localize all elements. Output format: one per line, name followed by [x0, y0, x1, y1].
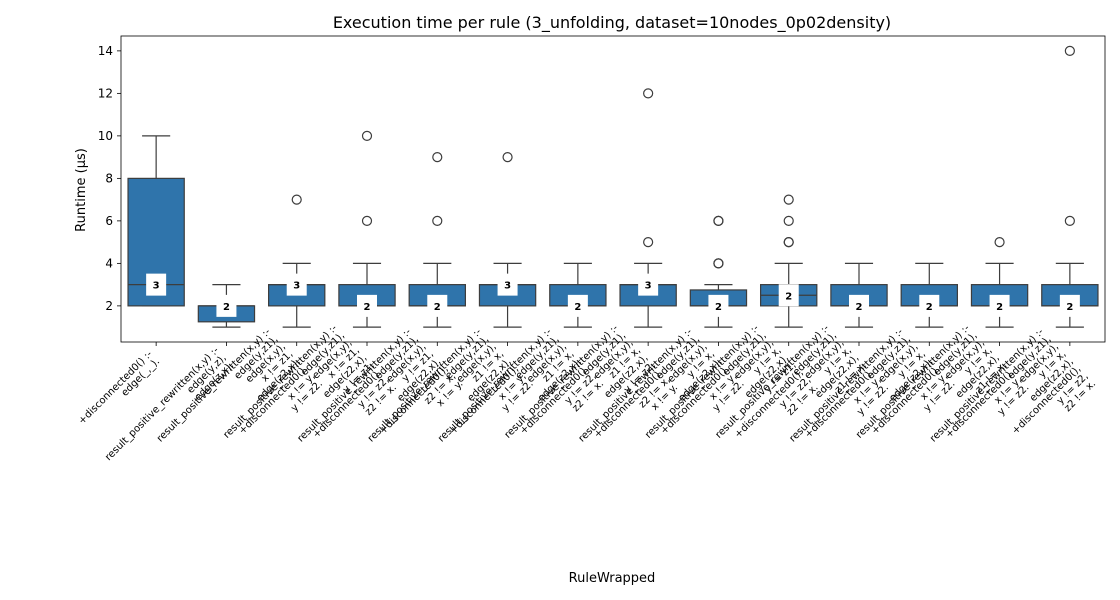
median-label: 2: [223, 302, 230, 313]
outlier-point: [643, 88, 654, 99]
median-label-bg: [778, 284, 799, 307]
median-label-bg: [567, 294, 588, 317]
outlier-point: [361, 130, 373, 141]
median-label-bg: [497, 273, 518, 296]
y-tick-label: 10: [98, 129, 113, 143]
median-label: 3: [293, 281, 300, 292]
box-group: 2: [689, 215, 748, 328]
median-label-bg: [849, 294, 869, 317]
median-label: 2: [434, 302, 441, 313]
box-group: 3: [478, 152, 537, 328]
box-group: 3: [268, 194, 326, 328]
y-axis-title: Runtime (µs): [74, 148, 89, 232]
outlier-point: [783, 215, 794, 226]
y-tick-label: 14: [98, 44, 113, 58]
chart-title: Execution time per rule (3_unfolding, da…: [333, 13, 891, 33]
outlier-point: [1064, 45, 1075, 56]
median-label-bg: [989, 294, 1010, 317]
median-label: 2: [926, 302, 933, 313]
outlier-point: [291, 194, 302, 205]
outlier-point: [713, 215, 724, 226]
outlier-point: [1064, 215, 1075, 226]
box-group: 2: [338, 130, 396, 328]
median-label: 3: [504, 281, 511, 292]
category-label-line: result_positive_rewritten(x,y) :-: [103, 345, 221, 463]
median-label-bg: [286, 273, 307, 296]
outlier-point: [643, 237, 654, 248]
outlier-point: [361, 215, 373, 226]
y-tick-label: 6: [105, 214, 113, 228]
x-category-label: result_positive_rewritten(x,y) :-edge(y,…: [103, 345, 236, 478]
x-axis: +disconnected0() :-edge(_,_).result_posi…: [77, 322, 1098, 496]
box-group: 2: [830, 262, 888, 328]
median-label: 3: [153, 281, 160, 292]
outlier-point: [783, 194, 794, 205]
y-tick-label: 8: [105, 171, 113, 185]
median-label: 2: [785, 291, 792, 302]
outlier-point: [994, 237, 1005, 248]
median-label-bg: [1059, 294, 1080, 317]
median-label: 2: [364, 302, 371, 313]
box-group: 2: [197, 284, 256, 328]
median-label-bg: [708, 294, 729, 317]
box-group: 2: [759, 194, 818, 328]
plot-area: 3 2 3 2 2 3 2 3 2 2 2 2 2 2: [120, 35, 1106, 343]
median-label: 2: [574, 302, 581, 313]
box-group: 2: [900, 262, 959, 328]
y-axis: 2 4 6 8 10 12 14: [98, 44, 121, 313]
outlier-point: [502, 152, 513, 163]
outlier-point: [783, 237, 794, 248]
median-label-bg: [919, 294, 940, 317]
outlier-point: [432, 152, 443, 163]
box-group: 2: [970, 237, 1029, 328]
x-axis-title: RuleWrapped: [569, 571, 656, 586]
outlier-point: [432, 215, 443, 226]
box-group: 3: [127, 135, 185, 307]
y-tick-label: 2: [105, 299, 113, 313]
box-group: 3: [619, 88, 677, 328]
median-label: 3: [645, 281, 652, 292]
median-label: 2: [715, 302, 722, 313]
median-label-bg: [638, 273, 659, 296]
plot-frame: [120, 35, 1106, 343]
median-label-bg: [146, 273, 167, 296]
median-label: 2: [996, 302, 1003, 313]
median-label-bg: [216, 294, 237, 317]
outlier-point: [713, 258, 724, 269]
median-label-bg: [357, 294, 377, 317]
box-group: 2: [408, 152, 466, 328]
median-label-bg: [427, 294, 448, 317]
box-group: 2: [1041, 45, 1099, 328]
x-category-label: result_positive_rewritten(x,y) :-edge(y,…: [155, 326, 325, 496]
median-label: 2: [856, 302, 863, 313]
y-tick-label: 12: [98, 86, 113, 100]
y-tick-label: 4: [105, 256, 113, 270]
median-label: 2: [1066, 302, 1073, 313]
box-group: 2: [549, 262, 607, 328]
